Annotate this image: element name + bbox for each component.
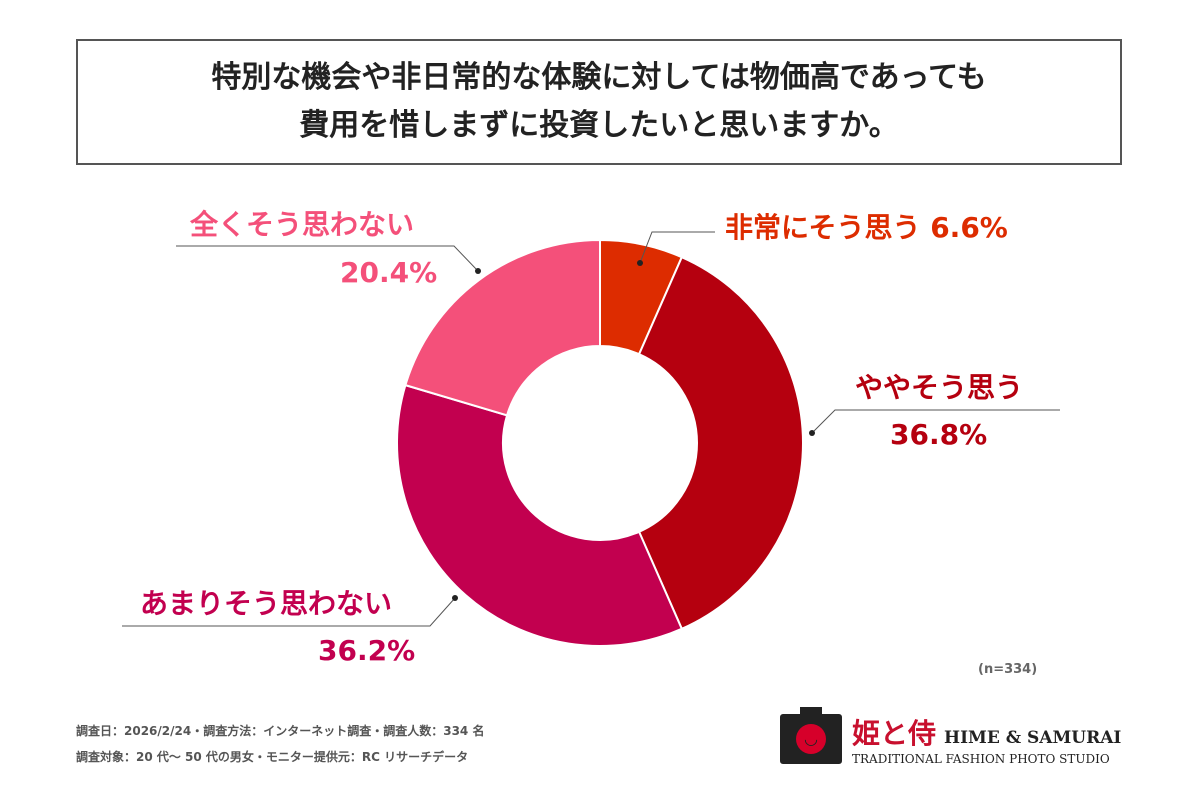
label-not-much: あまりそう思わない — [140, 587, 393, 620]
label-somewhat: ややそう思う — [855, 371, 1024, 404]
chart-title: 特別な機会や非日常的な体験に対しては物価高であっても 費用を惜しまずに投資したい… — [76, 39, 1122, 165]
label-not-at-all: 全くそう思わない — [190, 208, 415, 241]
logo-tagline: TRADITIONAL FASHION PHOTO STUDIO — [852, 752, 1110, 766]
footer-line-1: 調査日：2026/2/24・調査方法：インターネット調査・調査人数：334 名 — [76, 724, 485, 738]
value-not-at-all: 20.4% — [340, 256, 438, 289]
leader-line-1 — [811, 409, 1060, 434]
footer-line-2: 調査対象：20 代～ 50 代の男女・モニター提供元：RC リサーチデータ — [76, 750, 469, 764]
logo-name: HIME & SAMURAI — [944, 728, 1122, 748]
logo-kanji: 姫と侍 — [852, 717, 937, 750]
leader-line-2 — [122, 597, 456, 627]
camera-icon: ◡ — [780, 707, 842, 764]
donut-slice-2 — [396, 383, 684, 647]
leader-line-3 — [176, 245, 479, 272]
value-not-much: 36.2% — [318, 634, 416, 667]
leader-dot-3 — [475, 268, 481, 274]
value-somewhat: 36.8% — [890, 418, 988, 451]
label-very-much: 非常にそう思う 6.6% — [725, 211, 1008, 244]
title-line-1: 特別な機会や非日常的な体験に対しては物価高であっても — [211, 60, 987, 95]
leader-dot-0 — [637, 260, 643, 266]
leader-line-0 — [639, 231, 715, 264]
donut-slice-3 — [404, 238, 601, 417]
leader-dot-2 — [452, 595, 458, 601]
donut-slice-1 — [637, 255, 804, 631]
leader-dot-1 — [809, 430, 815, 436]
brand-logo: ◡ 姫と侍 HIME & SAMURAI TRADITIONAL FASHION … — [780, 707, 1122, 766]
sample-size: (n=334) — [978, 662, 1038, 677]
title-line-2: 費用を惜しまずに投資したいと思いますか。 — [299, 108, 899, 143]
